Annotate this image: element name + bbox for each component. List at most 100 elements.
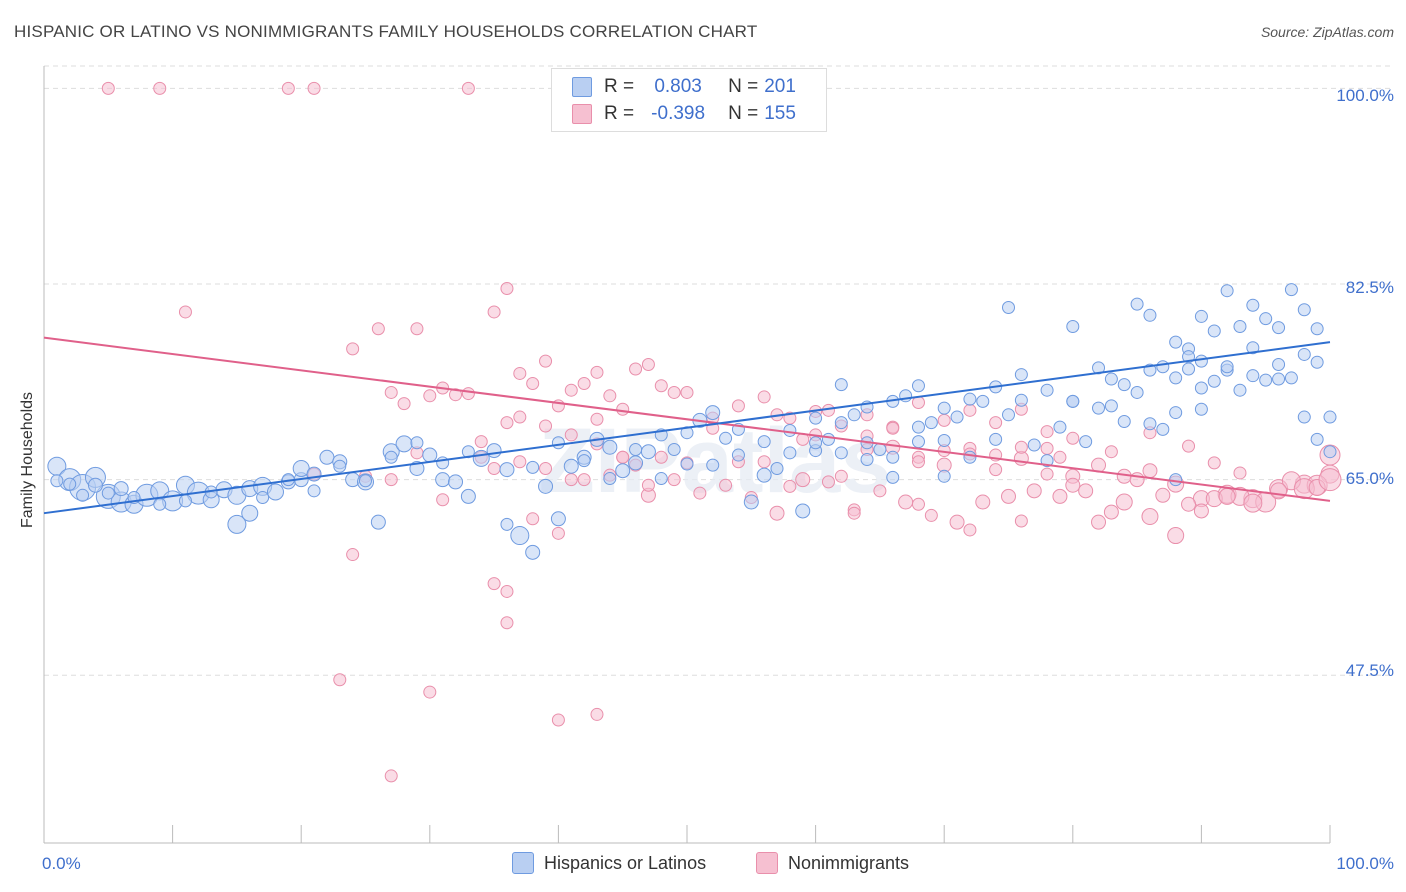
- y-tick-65: 65.0%: [1345, 469, 1394, 488]
- nonimmigrants-point: [513, 366, 527, 380]
- hispanics-point: [911, 420, 925, 434]
- nonimmigrants-point: [449, 388, 463, 402]
- nonimmigrants-trend-line: [43, 336, 1331, 502]
- hispanics-point: [178, 494, 192, 508]
- x-tick-0: 0.0%: [42, 854, 81, 873]
- hispanics-point: [1233, 383, 1247, 397]
- correlation-legend: R = 0.803 N = 201 R = -0.398 N = 155: [551, 68, 827, 132]
- hispanics-point: [1002, 300, 1015, 314]
- hispanics-point: [76, 488, 90, 502]
- hispanics-point: [1014, 393, 1028, 407]
- pink-swatch-icon: [756, 852, 778, 874]
- hispanics-point: [719, 431, 733, 445]
- nonimmigrants-point: [333, 673, 347, 687]
- nonimmigrants-point: [513, 410, 527, 424]
- hispanics-point: [1259, 312, 1273, 326]
- nonimmigrants-point: [551, 713, 565, 727]
- hispanics-point: [486, 443, 502, 459]
- nonimmigrants-point: [654, 450, 668, 464]
- nonimmigrants-point: [371, 322, 385, 336]
- hispanics-point: [1156, 360, 1170, 374]
- hispanics-point: [705, 405, 721, 421]
- nonimmigrants-point: [616, 450, 630, 464]
- hispanics-point: [227, 514, 247, 534]
- hispanics-point: [937, 434, 951, 448]
- nonimmigrants-point: [423, 389, 437, 403]
- nonimmigrants-point: [641, 478, 655, 492]
- hispanics-point: [911, 435, 925, 449]
- nonimmigrants-point: [949, 514, 965, 530]
- hispanics-point: [1104, 372, 1118, 386]
- hispanics-point: [101, 486, 115, 500]
- nonimmigrants-point: [564, 428, 578, 442]
- nonimmigrants-point: [1167, 527, 1185, 545]
- hispanics-point: [809, 436, 823, 450]
- nonimmigrants-point: [1001, 488, 1016, 504]
- nonimmigrants-point: [500, 281, 514, 295]
- hispanics-point: [1284, 371, 1298, 385]
- nonimmigrants-point: [474, 435, 488, 449]
- hispanics-point: [410, 436, 424, 450]
- hispanics-point: [87, 477, 103, 493]
- hispanics-point: [153, 497, 167, 511]
- hispanics-point: [448, 474, 464, 490]
- hispanics-point: [1079, 435, 1093, 449]
- nonimmigrants-point: [153, 81, 167, 95]
- nonimmigrants-point: [1104, 445, 1118, 459]
- legend-hispanics-label: Hispanics or Latinos: [544, 852, 707, 873]
- nonimmigrants-point: [847, 506, 861, 520]
- hispanics-point: [1117, 378, 1131, 392]
- hispanics-point: [1310, 432, 1324, 446]
- hispanics-point: [370, 514, 386, 530]
- hispanics-point: [1220, 284, 1234, 298]
- nonimmigrants-point: [1091, 514, 1107, 530]
- hispanics-point: [847, 408, 861, 422]
- nonimmigrants-point: [487, 577, 501, 591]
- legend-nonimmigrants[interactable]: Nonimmigrants: [756, 852, 909, 874]
- nonimmigrants-point: [989, 463, 1003, 477]
- nonimmigrants-point: [307, 81, 321, 95]
- nonimmigrants-point: [757, 455, 771, 469]
- hispanics-point: [1027, 438, 1041, 452]
- hispanics-point: [1297, 303, 1311, 317]
- nonimmigrants-point: [101, 81, 115, 95]
- nonimmigrants-point: [616, 402, 630, 416]
- n-label: N =: [728, 103, 759, 124]
- hispanics-point: [963, 392, 977, 406]
- hispanics-point: [976, 394, 990, 408]
- hispanics-point: [834, 446, 848, 460]
- hispanics-point: [1194, 402, 1208, 416]
- nonimmigrants-point: [539, 354, 553, 368]
- hispanics-point: [628, 455, 644, 471]
- hispanics-point: [886, 470, 900, 484]
- nonimmigrants-point: [1040, 425, 1054, 439]
- nonimmigrants-point: [487, 305, 501, 319]
- hispanics-point: [1194, 354, 1208, 368]
- nonimmigrants-point: [667, 385, 681, 399]
- hispanics-point: [1220, 360, 1234, 374]
- hispanics-point: [770, 461, 784, 475]
- nonimmigrants-point: [719, 478, 733, 492]
- nonimmigrants-point: [1103, 504, 1119, 520]
- nonimmigrants-point: [731, 399, 745, 413]
- nonimmigrants-point: [1270, 482, 1288, 500]
- hispanics-point: [743, 494, 759, 510]
- hispanics-point: [1092, 401, 1106, 415]
- nonimmigrants-point: [1065, 477, 1081, 493]
- r-value: -0.398: [651, 103, 706, 124]
- hispanics-point: [667, 442, 681, 456]
- hispanics-point: [1233, 319, 1247, 333]
- hispanics-point: [1259, 373, 1273, 387]
- axes: [43, 66, 1331, 844]
- hispanics-point: [640, 444, 656, 460]
- nonimmigrants-point: [384, 473, 398, 487]
- hispanics-point: [525, 544, 541, 560]
- hispanics-point: [783, 446, 797, 460]
- nonimmigrants-point: [641, 358, 655, 372]
- hispanics-point: [680, 457, 694, 471]
- legend-nonimmigrants-label: Nonimmigrants: [788, 852, 910, 873]
- hispanics-point: [924, 416, 938, 430]
- legend-hispanics[interactable]: Hispanics or Latinos: [512, 852, 706, 874]
- nonimmigrants-point: [1052, 488, 1068, 504]
- hispanics-point: [1207, 374, 1221, 388]
